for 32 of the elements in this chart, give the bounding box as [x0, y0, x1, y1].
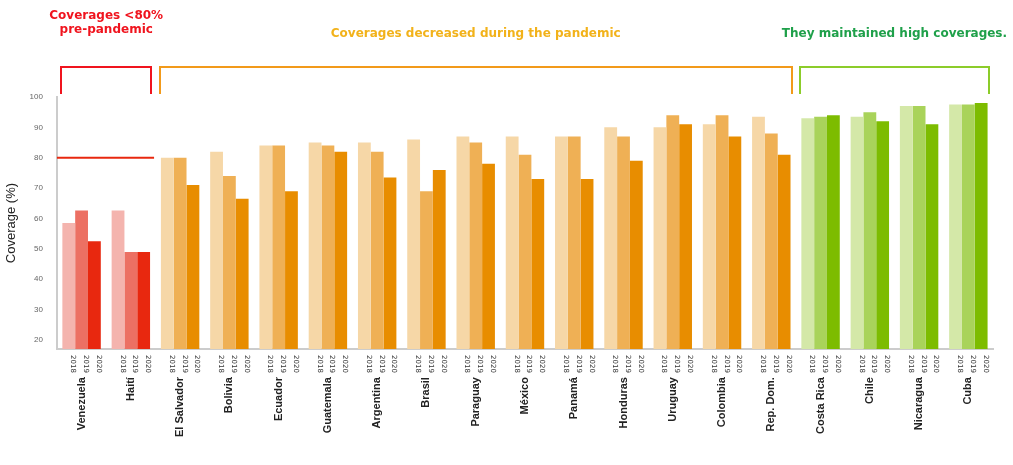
x-tick-label: Costa Rica — [813, 376, 826, 434]
x-tick-label: Rep. Dom. — [764, 377, 777, 432]
x-tick-label: Argentina — [370, 376, 383, 429]
x-tick-label: Honduras — [616, 377, 629, 429]
y-tick-label: 100 — [29, 92, 44, 102]
x-tick-label: Brasil — [419, 377, 432, 408]
x-tick-label: Uruguay — [665, 376, 678, 422]
y-tick-label: 50 — [34, 244, 44, 254]
y-axis-title: Coverage (%) — [3, 182, 19, 264]
text: Coverages decreased during the pandemic — [330, 26, 621, 40]
x-tick-label: Colombia — [715, 376, 728, 428]
x-tick-label: Paraguay — [468, 376, 481, 427]
text: Coverages <80% pre-pandemic — [49, 8, 164, 36]
x-tick-label: Panamá — [567, 376, 580, 420]
x-tick-label: Bolivia — [222, 376, 235, 414]
y-tick-label: 60 — [34, 213, 44, 223]
x-tick-label: El Salvador — [173, 376, 186, 438]
x-tick-label: Venezuela — [74, 376, 87, 431]
x-tick-label: Nicaragua — [912, 376, 925, 431]
x-tick-label: Cuba — [961, 376, 974, 405]
x-tick-label: México — [518, 376, 531, 415]
y-tick-label: 40 — [34, 274, 44, 284]
x-tick-label: Haití — [123, 376, 136, 401]
y-tick-label: 90 — [34, 122, 44, 132]
y-tick-label: 70 — [34, 183, 44, 193]
y-tick-label: 20 — [34, 335, 44, 345]
x-tick-label: Guatemala — [320, 376, 333, 434]
x-tick-label: Ecuador — [271, 376, 284, 422]
x-tick-label: Chile — [862, 377, 875, 404]
y-tick-label: 30 — [34, 304, 44, 314]
y-tick-label: 80 — [34, 152, 44, 162]
text: They maintained high coverages. — [781, 26, 1008, 40]
